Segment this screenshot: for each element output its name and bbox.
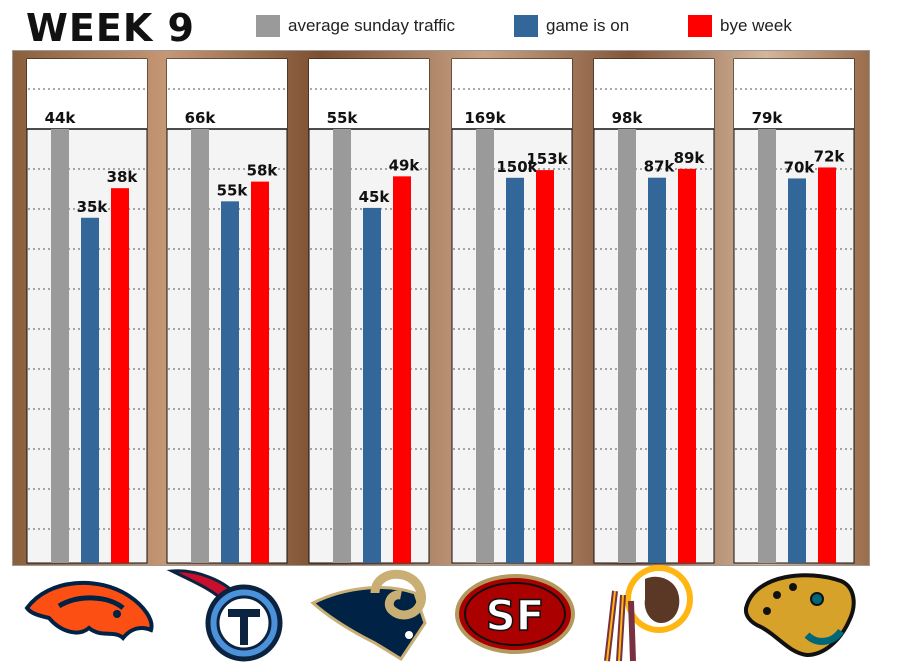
data-label-average-4: 169k — [464, 109, 506, 127]
bar-game-1 — [81, 217, 99, 564]
data-label-bye-4: 153k — [526, 150, 568, 168]
data-label-bye-5: 89k — [674, 149, 706, 167]
bar-bye-4 — [536, 170, 554, 564]
legend-item-bye: bye week — [688, 14, 792, 38]
data-label-game-3: 45k — [359, 188, 391, 206]
chart-panel-header — [734, 59, 854, 129]
chart-header: WEEK 9 average sunday traffic game is on… — [0, 0, 900, 52]
legend-label-bye: bye week — [720, 16, 792, 35]
legend-swatch-game — [514, 15, 538, 37]
legend-label-average: average sunday traffic — [288, 16, 455, 35]
jaguars-logo-icon — [736, 560, 860, 665]
titans-logo-icon — [165, 560, 295, 665]
data-label-game-5: 87k — [644, 158, 676, 176]
bar-average-6 — [758, 129, 776, 563]
chart-panel-header — [452, 59, 572, 129]
data-label-game-6: 70k — [784, 158, 816, 176]
bar-bye-1 — [111, 188, 129, 563]
chart-panel-header — [167, 59, 287, 129]
bar-bye-5 — [678, 168, 696, 563]
bar-average-4 — [476, 129, 494, 563]
bar-bye-2 — [251, 181, 269, 563]
bar-game-2 — [221, 201, 239, 564]
bar-average-1 — [51, 129, 69, 563]
redskins-logo-icon — [596, 560, 706, 665]
legend-swatch-bye — [688, 15, 712, 37]
bar-bye-6 — [818, 167, 836, 563]
chart-area: 44k 35k 38k 66k 55k 58k 55k 45k 49k 169k 150k 153k 9… — [12, 50, 870, 566]
legend-label-game: game is on — [546, 16, 630, 35]
rams-logo-icon — [303, 560, 438, 665]
chart-panel-header — [27, 59, 147, 129]
data-label-average-5: 98k — [612, 109, 644, 127]
49ers-logo-icon: SF — [452, 560, 577, 665]
bar-average-2 — [191, 129, 209, 563]
legend-swatch-average — [256, 15, 280, 37]
bar-average-5 — [618, 129, 636, 563]
data-label-average-1: 44k — [45, 109, 77, 127]
team-logos: SF — [0, 560, 900, 671]
svg-text:SF: SF — [485, 591, 544, 640]
data-label-average-3: 55k — [327, 109, 359, 127]
data-label-game-4: 150k — [496, 158, 538, 176]
data-label-game-2: 55k — [217, 181, 249, 199]
data-label-bye-3: 49k — [389, 156, 421, 174]
broncos-logo-icon — [18, 560, 160, 665]
bar-game-5 — [648, 177, 666, 563]
chart-title: WEEK 9 — [26, 6, 195, 50]
data-label-average-6: 79k — [752, 109, 784, 127]
chart-panel-header — [309, 59, 429, 129]
data-label-average-2: 66k — [185, 109, 217, 127]
data-label-game-1: 35k — [77, 198, 109, 216]
data-label-bye-6: 72k — [814, 147, 846, 165]
bar-bye-3 — [393, 176, 411, 563]
bar-game-6 — [788, 178, 806, 563]
bar-game-4 — [506, 177, 524, 563]
data-label-bye-1: 38k — [107, 168, 139, 186]
legend-item-average: average sunday traffic — [256, 14, 455, 38]
bar-average-3 — [333, 129, 351, 563]
chart-panel-header — [594, 59, 714, 129]
bar-chart: 44k35k38k66k55k58k55k45k49k169k150k153k9… — [26, 58, 855, 564]
bar-game-3 — [363, 207, 381, 563]
data-label-bye-2: 58k — [247, 162, 279, 180]
legend-item-game: game is on — [514, 14, 629, 38]
